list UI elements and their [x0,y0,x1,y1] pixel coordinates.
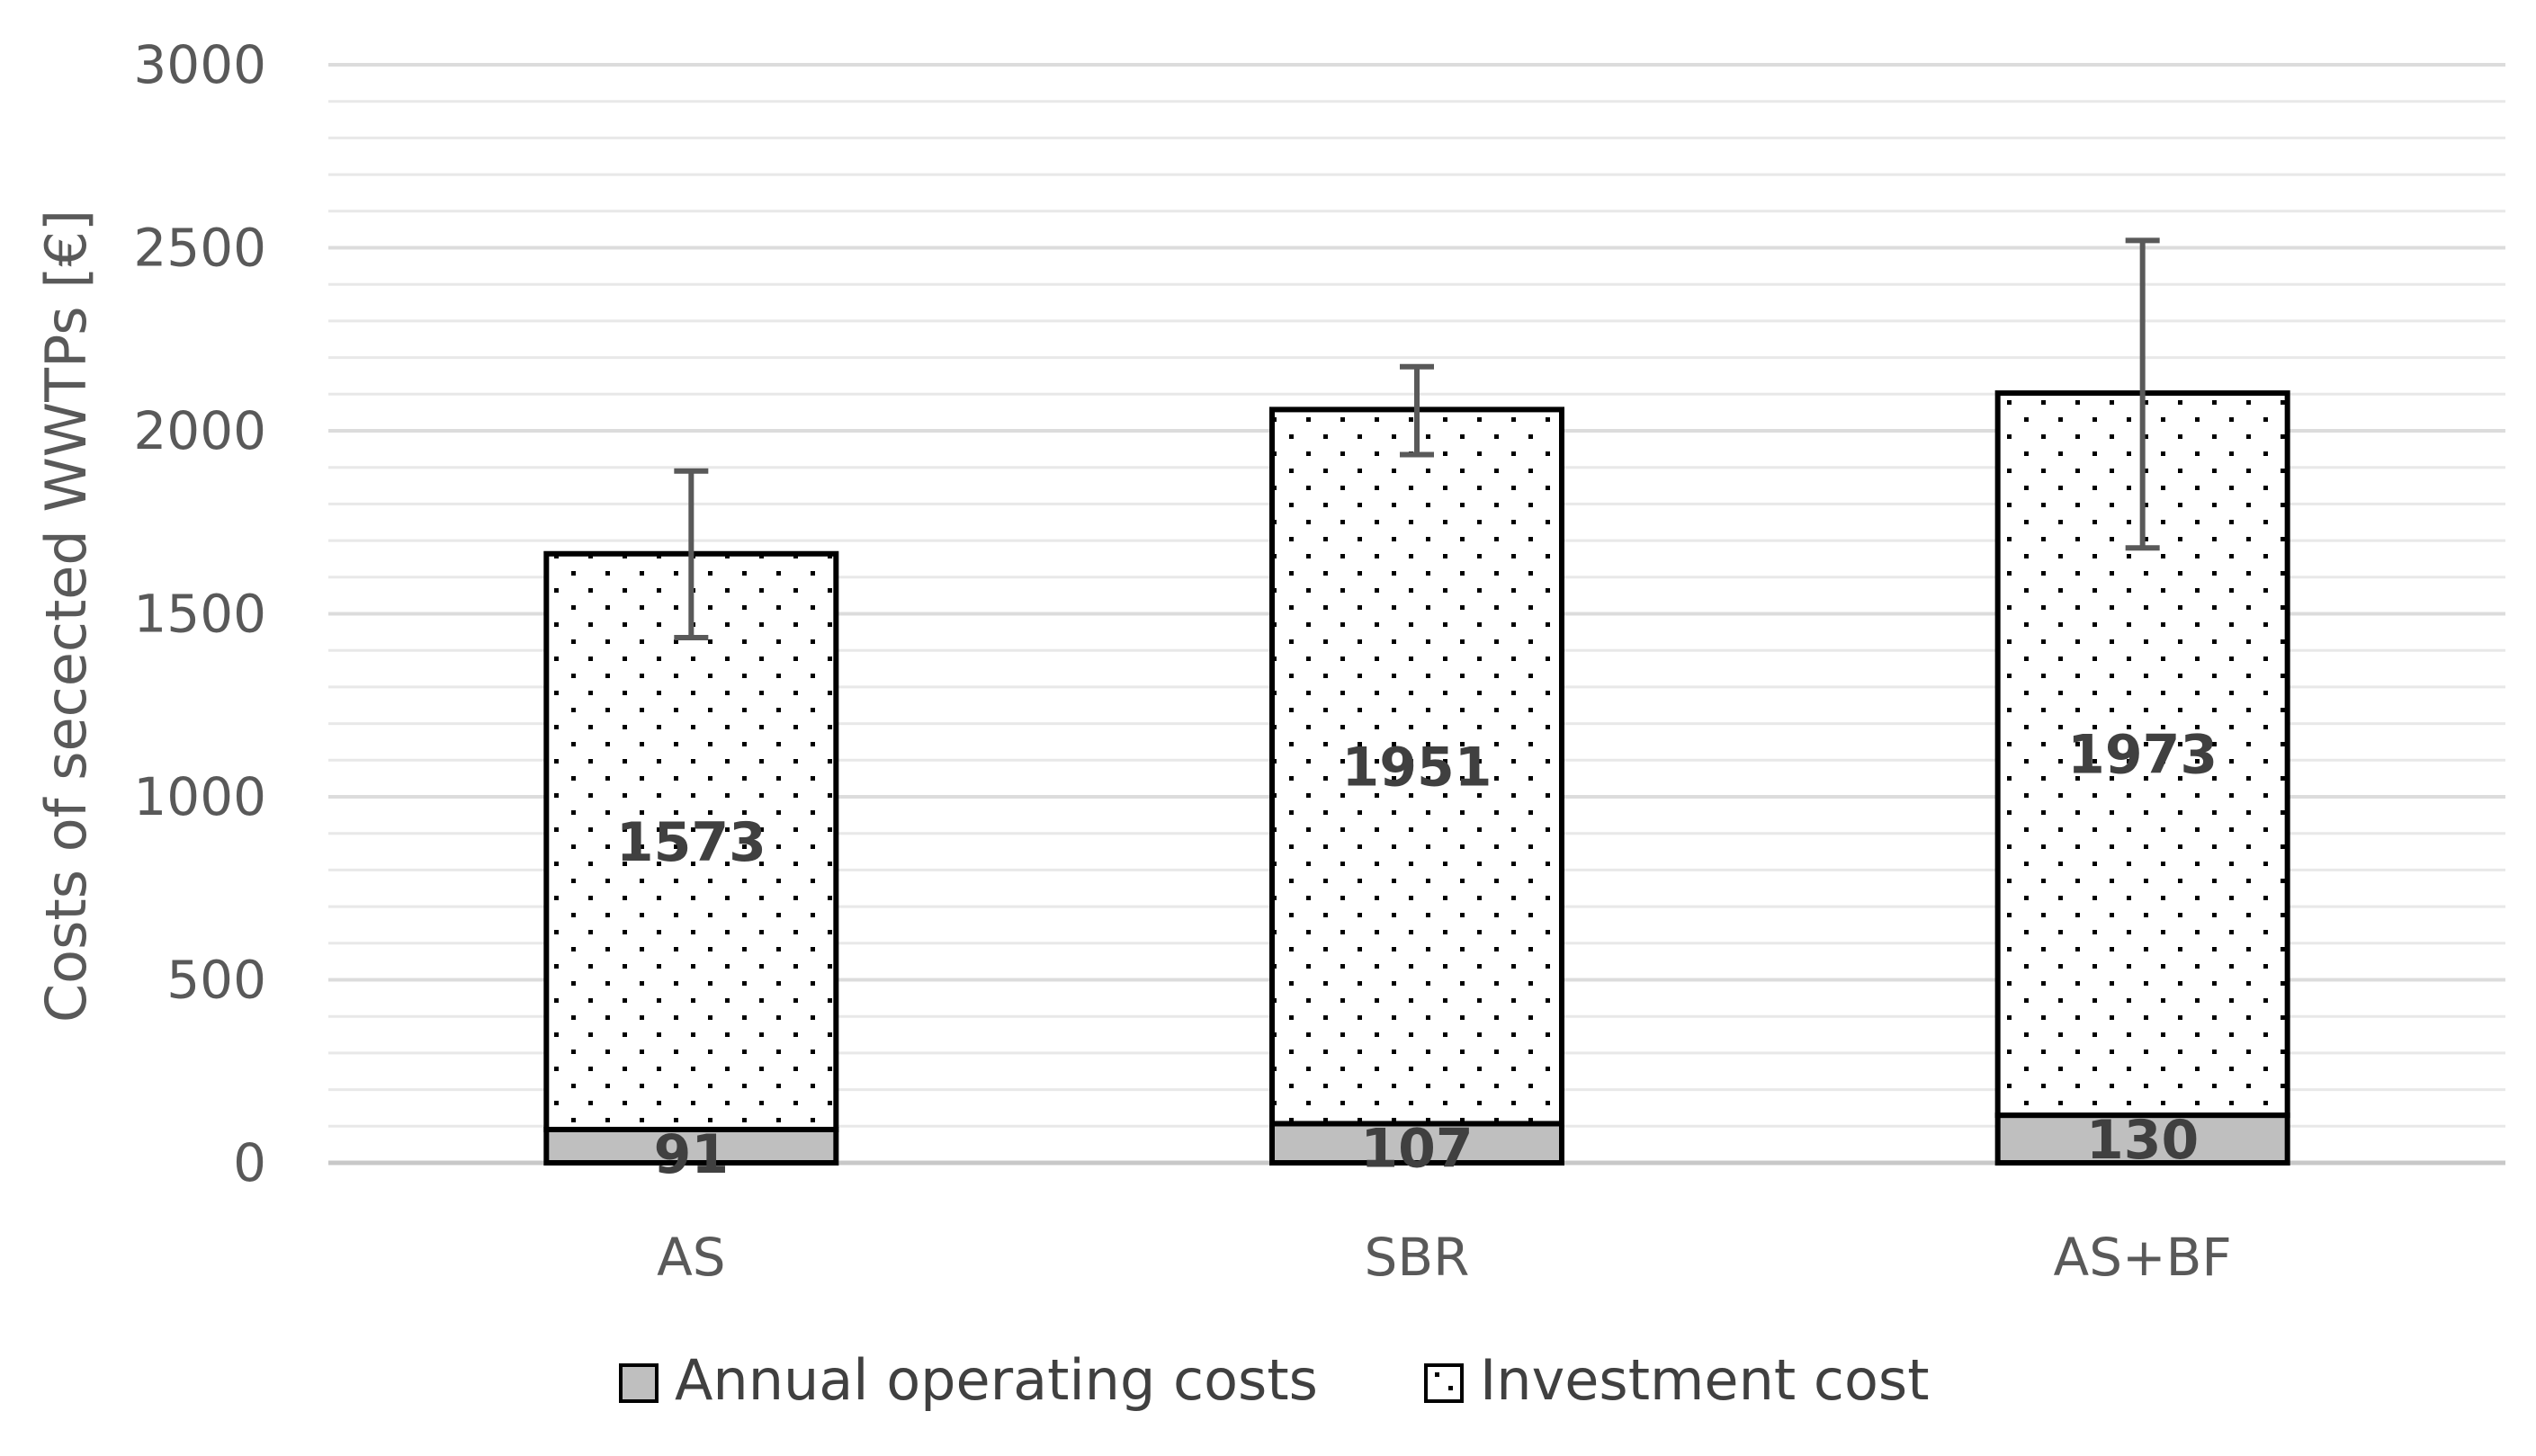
legend-label-investment: Investment cost [1480,1347,1930,1413]
legend-swatch-dot [1448,1386,1453,1390]
legend-swatch-dot [1435,1372,1439,1377]
y-tick-label: 2500 [133,218,266,279]
y-axis-title: Costs of secected WWTPs [€] [33,210,99,1023]
bars [543,390,2290,1166]
y-tick-label: 1000 [133,766,266,827]
x-category-label: AS+BF [2054,1227,2232,1288]
y-tick-label: 2000 [133,400,266,461]
y-tick-label: 1500 [133,584,266,645]
error-bars [674,237,2160,640]
y-tick-label: 0 [233,1132,266,1193]
legend-label-operating: Annual operating costs [675,1347,1318,1413]
data-label-investment: 1973 [2067,724,2218,787]
legend-swatch-operating [619,1363,659,1403]
data-label-operating: 91 [654,1123,730,1186]
legend: Annual operating costs Investment cost [619,1347,1930,1413]
data-label-investment: 1573 [616,811,766,874]
x-category-label: SBR [1365,1227,1470,1288]
y-axis-tick-labels: 0 500 1000 1500 2000 2500 3000 [133,34,266,1193]
x-axis-category-labels: AS SBR AS+BF [657,1227,2232,1288]
bar-operating-SBR [1269,1121,1564,1166]
y-tick-label: 3000 [133,34,266,95]
bar-investment-AS [543,550,839,1132]
y-tick-label: 500 [166,950,266,1011]
data-label-investment: 1951 [1342,736,1492,799]
data-label-operating: 107 [1360,1117,1473,1180]
legend-swatch-investment [1424,1363,1464,1403]
data-labels: 91 1573 107 1951 130 1973 [616,724,2218,1186]
x-category-label: AS [657,1227,726,1288]
bar-investment-SBR [1269,406,1564,1127]
data-label-operating: 130 [2086,1109,2199,1172]
